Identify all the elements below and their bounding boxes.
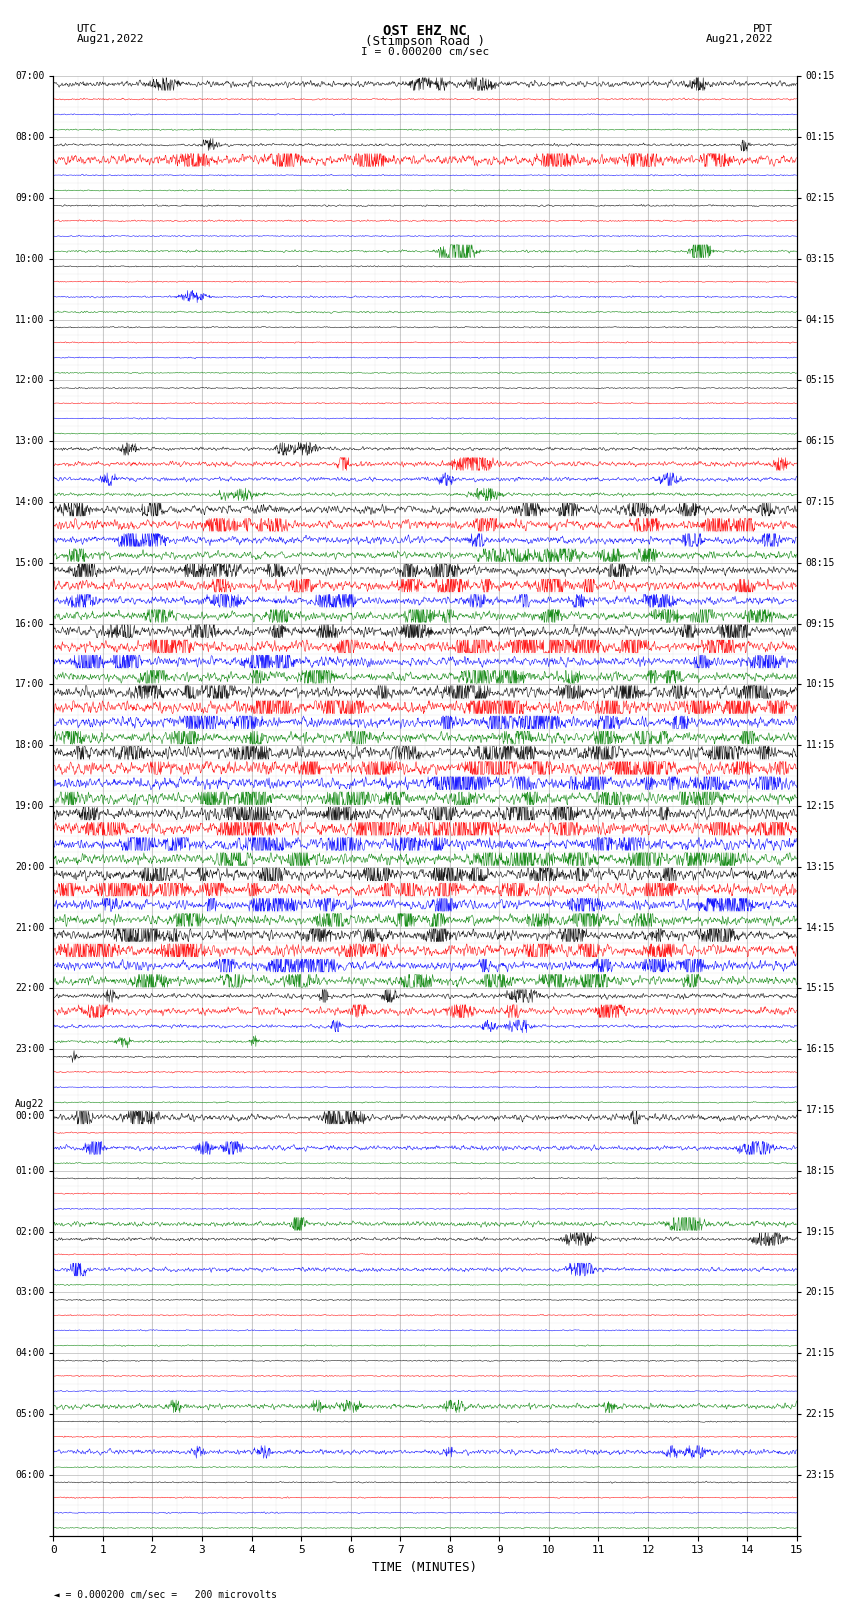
Text: PDT: PDT <box>753 24 774 34</box>
Text: I = 0.000200 cm/sec: I = 0.000200 cm/sec <box>361 47 489 56</box>
Text: UTC: UTC <box>76 24 97 34</box>
X-axis label: TIME (MINUTES): TIME (MINUTES) <box>372 1561 478 1574</box>
Text: (Stimpson Road ): (Stimpson Road ) <box>365 35 485 48</box>
Text: OST EHZ NC: OST EHZ NC <box>383 24 467 39</box>
Text: Aug21,2022: Aug21,2022 <box>706 34 774 44</box>
Text: Aug21,2022: Aug21,2022 <box>76 34 144 44</box>
Text: ◄ = 0.000200 cm/sec =   200 microvolts: ◄ = 0.000200 cm/sec = 200 microvolts <box>42 1590 277 1600</box>
